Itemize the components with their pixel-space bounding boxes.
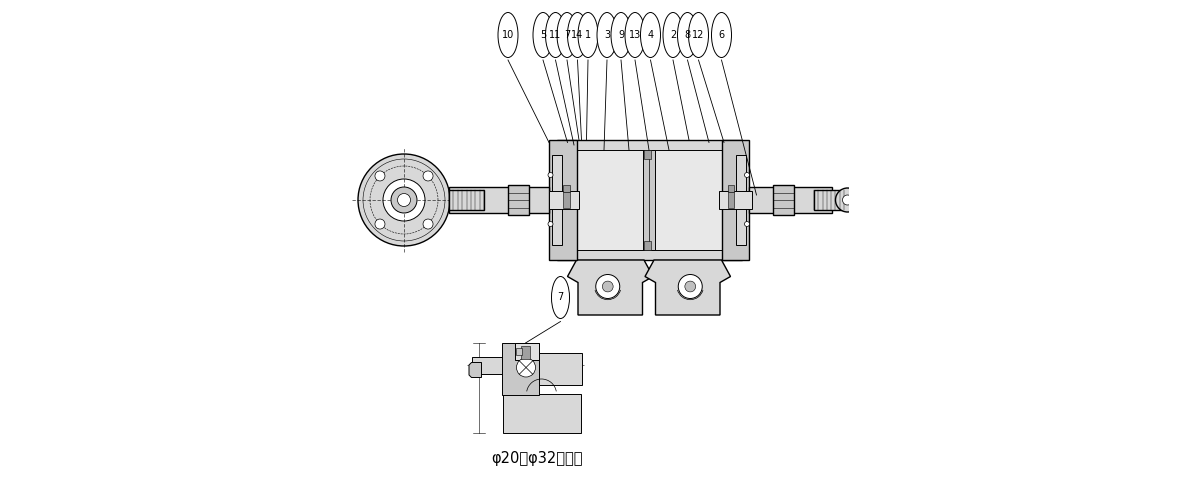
- Bar: [721, 140, 749, 260]
- Circle shape: [375, 171, 385, 181]
- Polygon shape: [468, 362, 482, 378]
- Polygon shape: [645, 260, 731, 315]
- Text: φ20～φ32の場合: φ20～φ32の場合: [491, 452, 582, 466]
- Text: 10: 10: [502, 30, 514, 40]
- Ellipse shape: [545, 12, 565, 58]
- Bar: [515, 343, 539, 360]
- Circle shape: [516, 358, 536, 377]
- Text: 11: 11: [550, 30, 562, 40]
- Ellipse shape: [551, 276, 569, 318]
- Bar: [736, 155, 745, 245]
- Ellipse shape: [712, 12, 732, 58]
- Text: 2: 2: [670, 30, 676, 40]
- Circle shape: [547, 222, 553, 226]
- Ellipse shape: [689, 12, 708, 58]
- Ellipse shape: [533, 12, 553, 58]
- Bar: [539, 352, 581, 385]
- Polygon shape: [568, 260, 653, 315]
- Text: 8: 8: [684, 30, 690, 40]
- Ellipse shape: [641, 12, 660, 58]
- Bar: [502, 342, 539, 395]
- Ellipse shape: [678, 12, 697, 58]
- Bar: [749, 188, 831, 212]
- Bar: [516, 348, 522, 355]
- Text: 4: 4: [647, 30, 654, 40]
- Circle shape: [842, 195, 853, 205]
- Bar: [557, 140, 742, 260]
- Bar: [508, 185, 530, 215]
- Text: 7: 7: [564, 30, 570, 40]
- Bar: [727, 184, 734, 192]
- Circle shape: [603, 281, 613, 292]
- Circle shape: [835, 188, 859, 212]
- Circle shape: [363, 159, 444, 241]
- Circle shape: [595, 274, 619, 298]
- Bar: [563, 192, 569, 208]
- Circle shape: [383, 179, 425, 221]
- Text: 13: 13: [629, 30, 641, 40]
- Circle shape: [685, 281, 696, 292]
- Circle shape: [423, 219, 432, 229]
- Circle shape: [744, 222, 750, 226]
- Bar: [773, 185, 794, 215]
- Circle shape: [678, 274, 702, 298]
- Circle shape: [547, 172, 553, 178]
- Bar: [503, 394, 581, 432]
- Ellipse shape: [577, 12, 598, 58]
- Circle shape: [358, 154, 450, 246]
- Bar: [813, 190, 845, 210]
- Ellipse shape: [557, 12, 577, 58]
- Bar: [719, 191, 751, 209]
- Bar: [643, 150, 655, 250]
- Text: 9: 9: [618, 30, 624, 40]
- Text: 12: 12: [692, 30, 704, 40]
- Bar: [449, 188, 549, 212]
- Ellipse shape: [568, 12, 587, 58]
- Bar: [551, 155, 562, 245]
- Circle shape: [375, 219, 385, 229]
- Bar: [576, 150, 721, 250]
- Bar: [727, 192, 734, 208]
- Text: 3: 3: [604, 30, 610, 40]
- Circle shape: [398, 194, 411, 206]
- Bar: [645, 241, 651, 250]
- Ellipse shape: [498, 12, 518, 58]
- Ellipse shape: [611, 12, 631, 58]
- Bar: [645, 150, 651, 159]
- Text: 14: 14: [571, 30, 583, 40]
- Bar: [472, 356, 571, 374]
- Bar: [549, 140, 576, 260]
- Bar: [449, 190, 484, 210]
- Bar: [549, 191, 579, 209]
- Circle shape: [744, 172, 750, 178]
- Text: 5: 5: [540, 30, 546, 40]
- Ellipse shape: [625, 12, 645, 58]
- Bar: [563, 184, 569, 192]
- Text: 7: 7: [557, 292, 563, 302]
- Ellipse shape: [597, 12, 617, 58]
- Text: 6: 6: [719, 30, 725, 40]
- Text: 1: 1: [585, 30, 591, 40]
- Circle shape: [423, 171, 432, 181]
- Ellipse shape: [662, 12, 683, 58]
- Circle shape: [391, 187, 417, 213]
- Bar: [521, 346, 530, 358]
